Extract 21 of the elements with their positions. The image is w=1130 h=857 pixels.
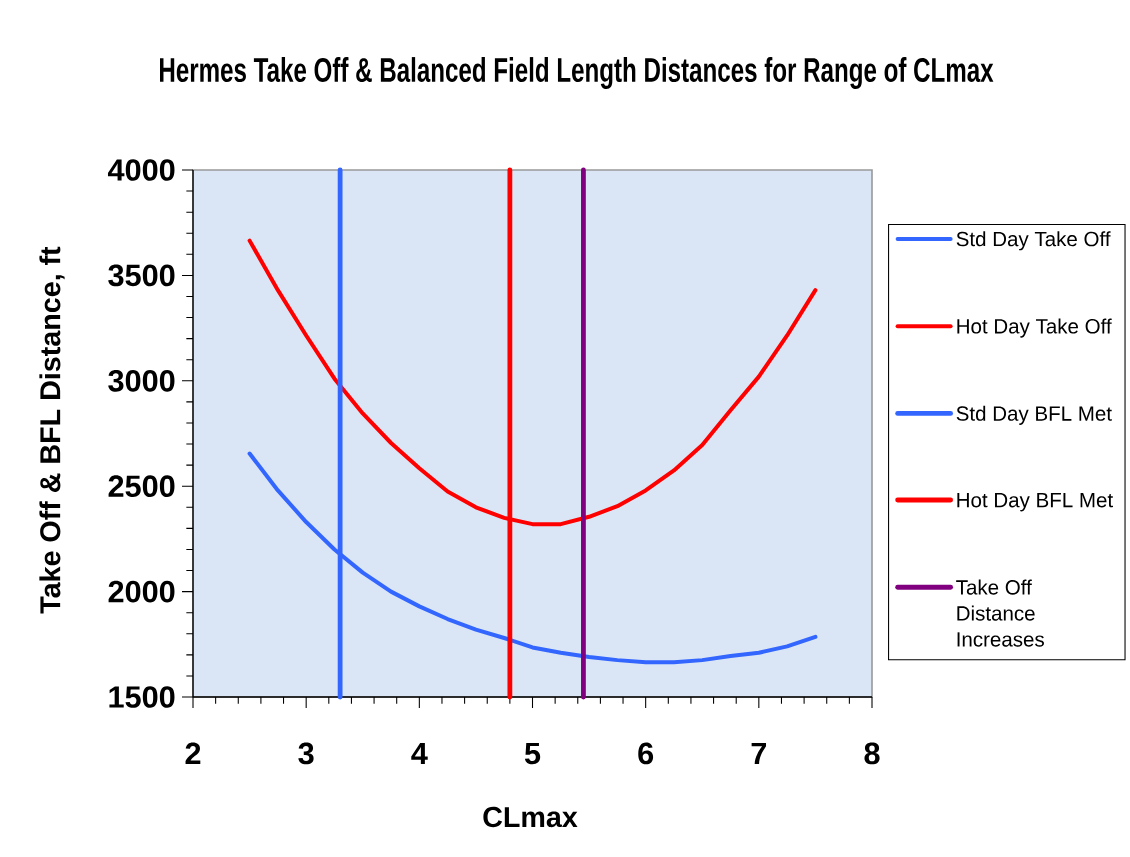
x-tick-label: 4 (411, 742, 428, 765)
x-axis-title: CLmax (483, 806, 578, 828)
y-tick-label: 3000 (108, 369, 175, 392)
y-tick-label: 2000 (108, 580, 175, 603)
x-tick-label: 2 (185, 742, 201, 765)
x-tick-label: 8 (864, 742, 880, 765)
chart-title: Hermes Take Off & Balanced Field Length Distances for Range of CLmax (160, 57, 994, 89)
y-axis-title: Take Off & BFL Distance, ft (39, 246, 65, 614)
legend-label: Hot Day BFL Met (957, 493, 1113, 512)
x-tick-label: 5 (524, 742, 541, 765)
legend-label: Hot Day Take Off (957, 318, 1112, 338)
y-tick-label: 2500 (108, 475, 175, 498)
x-tick-label: 7 (751, 742, 767, 765)
y-tick-label: 3500 (108, 264, 175, 287)
legend-label: Std Day BFL Met (956, 405, 1112, 425)
y-tick-label: 1500 (109, 686, 175, 708)
x-tick-label: 6 (638, 742, 654, 765)
legend-label: Take Off Distance Increases (956, 579, 1044, 647)
legend-label: Std Day Take Off (956, 231, 1111, 251)
y-tick-label: 4000 (107, 159, 175, 181)
x-tick-label: 3 (298, 742, 314, 765)
